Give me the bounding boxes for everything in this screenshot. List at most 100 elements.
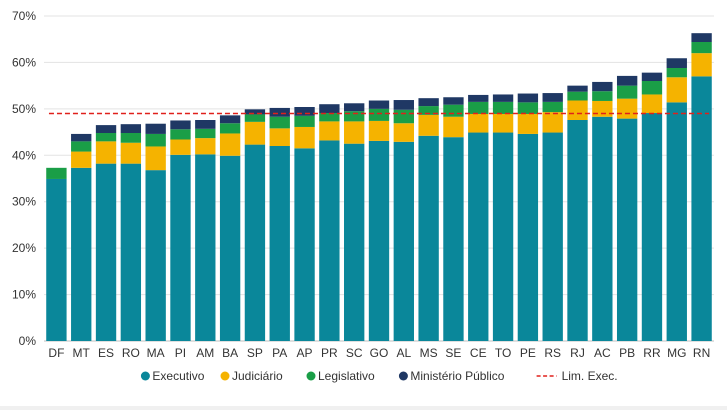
legend-label: Executivo — [152, 369, 204, 383]
bar-segment-executivo — [145, 170, 166, 341]
bar-segment-executivo — [71, 167, 92, 341]
bar-segment-legislativo — [468, 101, 489, 114]
bar-segment-legislativo — [691, 42, 712, 54]
bar-segment-judici-rio — [344, 121, 365, 144]
x-tick-label: RS — [544, 346, 561, 360]
bar-segment-judici-rio — [443, 116, 464, 138]
bar-segment-judici-rio — [244, 121, 266, 145]
y-axis: 0% 10% 20% 30% 40% 50% 60% 70% — [12, 9, 36, 348]
bar-segment-legislativo — [71, 141, 92, 152]
x-axis: DF MT ES RO MA PI AM BA SP PA AP PR SC GO AL MS SE CE TO PE… — [48, 346, 710, 360]
bar-segment-executivo — [368, 140, 390, 341]
bar-segment-judici-rio — [170, 139, 191, 155]
bar-segment-legislativo — [244, 114, 266, 122]
bar-segment-executivo — [344, 143, 365, 341]
bar-segment-executivo — [120, 163, 142, 341]
bar-segment-minist-rio-p-blico — [145, 123, 166, 134]
bar-segment-legislativo — [393, 109, 414, 124]
x-tick-label: SC — [346, 346, 363, 360]
bar-segment-legislativo — [145, 133, 166, 147]
legend-label: Ministério Público — [410, 369, 504, 383]
bar-segment-minist-rio-p-blico — [418, 98, 439, 107]
bar-segment-legislativo — [195, 128, 216, 139]
bar-segment-minist-rio-p-blico — [244, 109, 266, 115]
bar-segment-legislativo — [641, 81, 663, 95]
bar-segment-executivo — [418, 135, 439, 341]
divider — [0, 406, 727, 410]
bar-segment-legislativo — [170, 129, 191, 140]
bar-segment-judici-rio — [517, 113, 539, 134]
x-tick-label: CE — [470, 346, 487, 360]
bar-segment-minist-rio-p-blico — [294, 107, 315, 116]
bar-segment-judici-rio — [592, 100, 613, 117]
bar-segment-legislativo — [443, 104, 464, 117]
bar-segment-minist-rio-p-blico — [691, 33, 712, 42]
x-tick-label: SE — [445, 346, 461, 360]
bar-segment-executivo — [95, 163, 117, 341]
bar-segment-legislativo — [517, 102, 539, 114]
bar-segment-judici-rio — [368, 120, 390, 141]
bar-segment-judici-rio — [294, 126, 315, 149]
bar-segment-minist-rio-p-blico — [120, 124, 142, 133]
x-tick-label: MT — [73, 346, 91, 360]
bar-segment-minist-rio-p-blico — [567, 85, 588, 92]
bar-segment-judici-rio — [542, 112, 563, 133]
y-tick-label: 50% — [12, 102, 36, 116]
bar-segment-executivo — [443, 137, 464, 341]
bar-segment-judici-rio — [219, 133, 241, 156]
bar-segment-judici-rio — [95, 141, 117, 164]
bar-segment-judici-rio — [468, 113, 489, 133]
bar-segment-judici-rio — [195, 138, 216, 155]
x-tick-label: AC — [594, 346, 611, 360]
bar-segment-minist-rio-p-blico — [666, 58, 687, 68]
y-tick-label: 10% — [12, 288, 36, 302]
bar-segment-executivo — [219, 155, 241, 341]
y-tick-label: 0% — [19, 334, 37, 348]
bar-segment-judici-rio — [567, 100, 588, 120]
x-tick-label: PA — [272, 346, 287, 360]
bar-segment-executivo — [294, 148, 315, 341]
bar-segment-minist-rio-p-blico — [195, 120, 216, 129]
bar-segment-judici-rio — [666, 77, 687, 103]
bar-segment-executivo — [616, 118, 638, 341]
bar-segment-judici-rio — [418, 114, 439, 136]
bar-segment-minist-rio-p-blico — [170, 120, 191, 130]
bar-segment-legislativo — [492, 101, 514, 114]
y-tick-label: 20% — [12, 241, 36, 255]
x-tick-label: BA — [222, 346, 238, 360]
x-tick-label: AP — [297, 346, 313, 360]
bar-segment-executivo — [269, 146, 290, 341]
bar-segment-legislativo — [567, 91, 588, 101]
x-tick-label: PI — [175, 346, 186, 360]
bar-segment-executivo — [492, 132, 514, 341]
bar-segment-executivo — [46, 178, 67, 341]
bar-segment-legislativo — [368, 108, 390, 121]
bar-segment-executivo — [244, 144, 266, 341]
x-tick-label: RN — [693, 346, 710, 360]
bar-segment-minist-rio-p-blico — [468, 94, 489, 102]
bar-segment-executivo — [319, 140, 340, 341]
bar-segment-judici-rio — [393, 123, 414, 142]
bar-segment-legislativo — [418, 106, 439, 115]
legend-label: Judiciário — [232, 369, 283, 383]
bar-segment-judici-rio — [616, 98, 638, 119]
bar-segment-minist-rio-p-blico — [95, 125, 117, 133]
bar-segment-judici-rio — [641, 94, 663, 114]
x-tick-label: AL — [396, 346, 411, 360]
bar-segment-minist-rio-p-blico — [616, 75, 638, 86]
legend-marker — [140, 371, 150, 381]
legend-marker — [398, 371, 408, 381]
bar-segment-legislativo — [592, 91, 613, 101]
bar-segment-minist-rio-p-blico — [393, 100, 414, 110]
bar-segment-executivo — [567, 120, 588, 341]
legend: Executivo Judiciário Legislativo Ministério… — [140, 369, 618, 383]
bars — [46, 33, 712, 342]
x-tick-label: MS — [420, 346, 438, 360]
bar-segment-judici-rio — [492, 113, 514, 133]
x-tick-label: PR — [321, 346, 338, 360]
bar-segment-legislativo — [344, 111, 365, 122]
bar-segment-legislativo — [616, 85, 638, 99]
bar-segment-legislativo — [120, 133, 142, 143]
